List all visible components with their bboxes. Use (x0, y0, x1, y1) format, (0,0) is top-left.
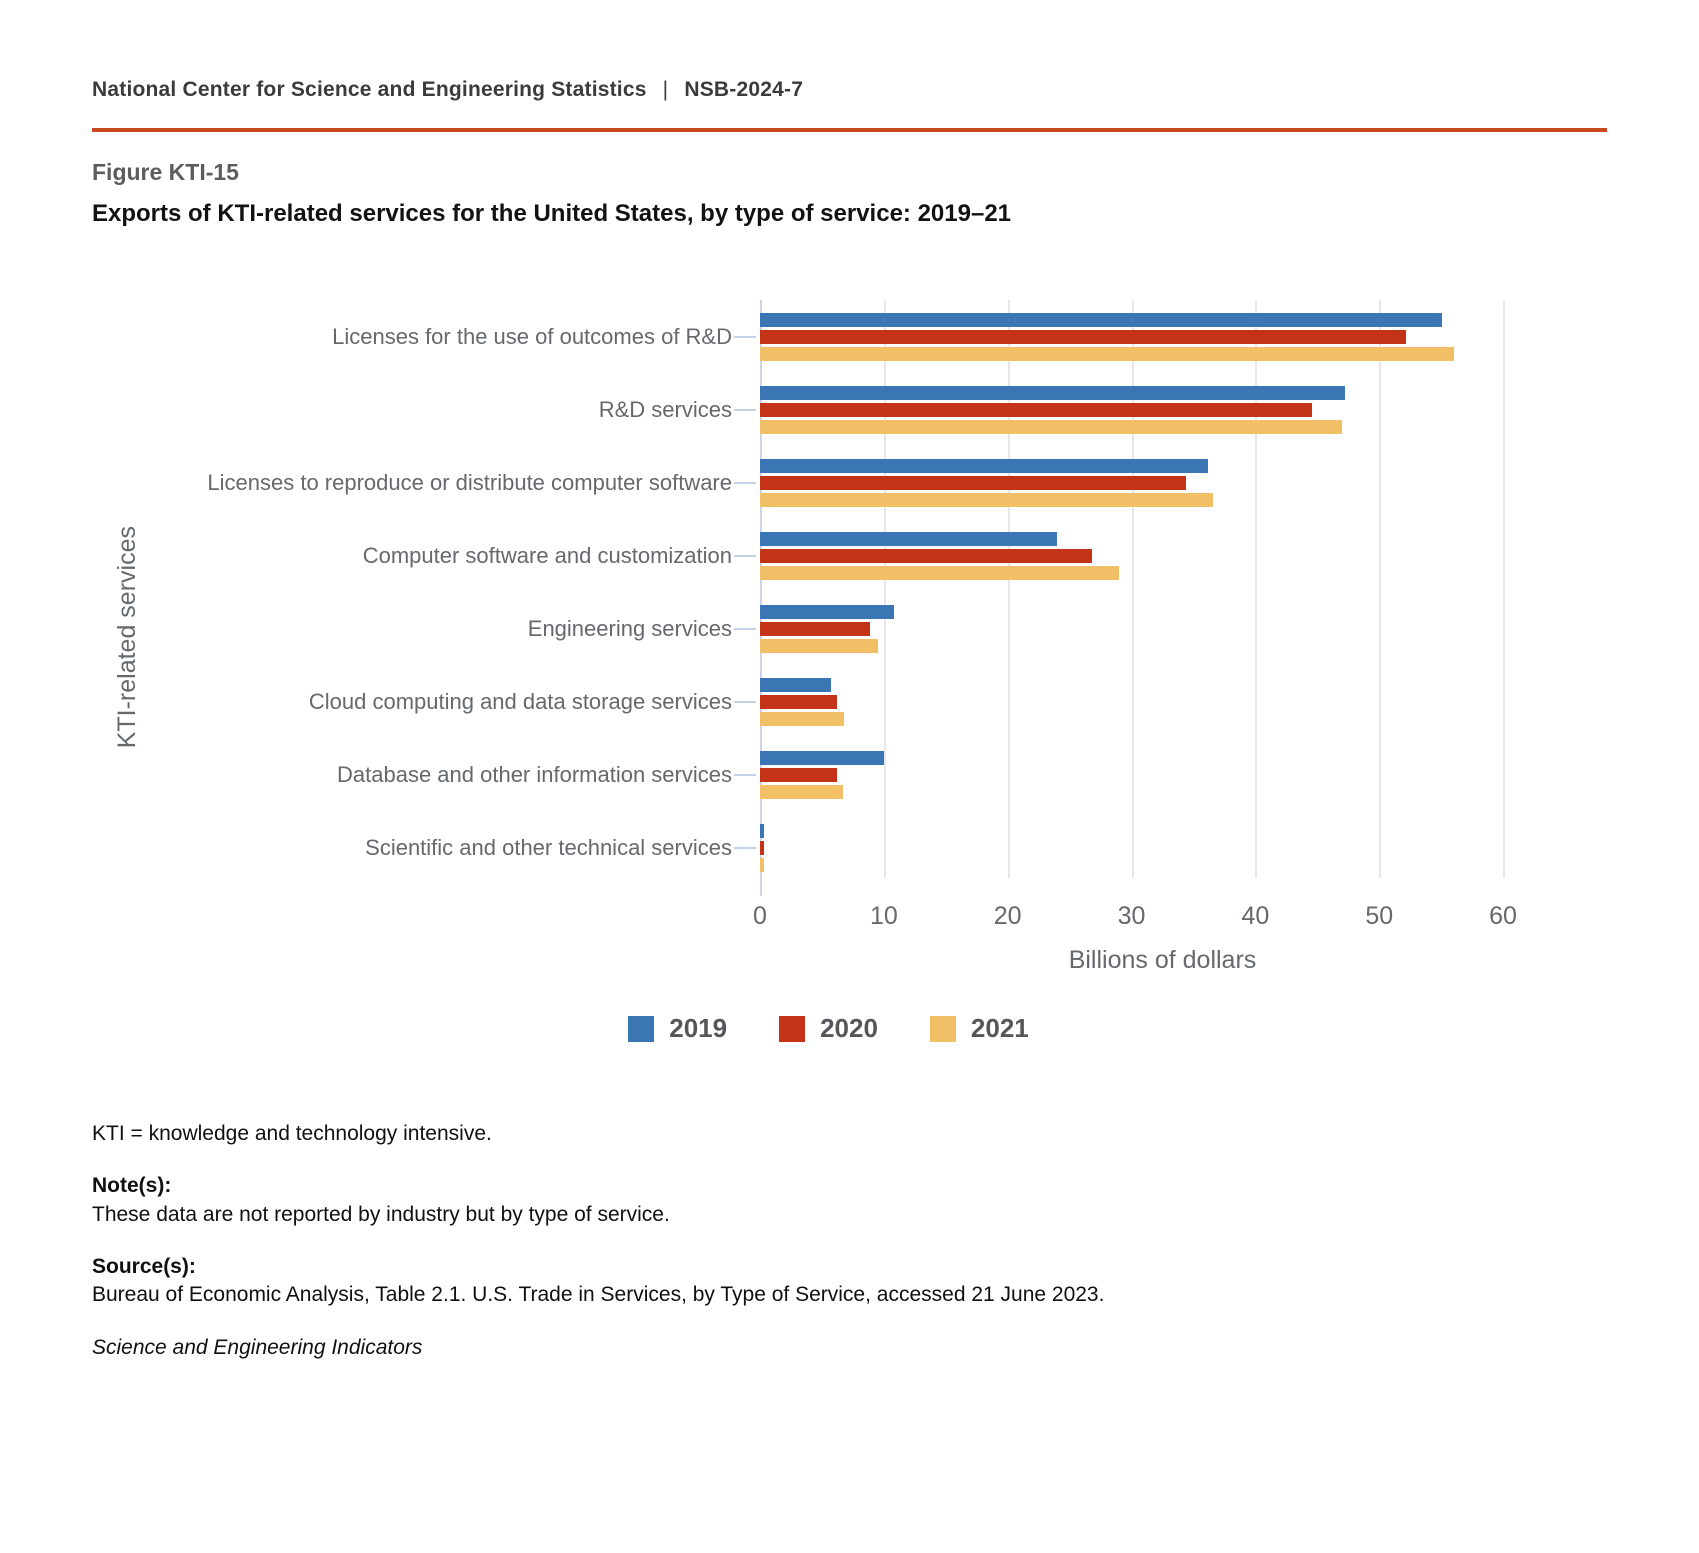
bar-2021 (760, 419, 1343, 434)
bar-2020 (760, 402, 1313, 417)
bar-2019 (760, 458, 1209, 473)
legend-item-2020: 2020 (779, 1013, 878, 1044)
report-number: NSB-2024-7 (684, 78, 804, 101)
legend-swatch-2020 (779, 1015, 806, 1042)
bar-2021 (760, 346, 1454, 361)
bar-2019 (760, 312, 1443, 327)
agency-name: National Center for Science and Engineer… (92, 78, 647, 101)
category-label: Scientific and other technical services (365, 834, 732, 860)
bar-2019 (760, 385, 1345, 400)
attribution: Science and Engineering Indicators (92, 1335, 423, 1359)
bar-2021 (760, 565, 1120, 580)
legend: 2019 2020 2021 (92, 1013, 1565, 1044)
category-labels: Licenses for the use of outcomes of R&D R… (162, 300, 732, 975)
x-tick-label-50: 50 (1365, 902, 1394, 930)
gridline-30 (1131, 300, 1134, 878)
bar-2020 (760, 840, 764, 855)
bar-group (734, 373, 1565, 446)
category-label: Engineering services (527, 615, 732, 641)
legend-item-2019: 2019 (628, 1013, 727, 1044)
category-tick-icon (734, 408, 756, 411)
legend-label: 2019 (669, 1013, 728, 1043)
bar-group (734, 300, 1565, 373)
bar-2020 (760, 694, 837, 709)
gridline-10 (883, 300, 886, 878)
figure-label: Figure KTI-15 (92, 159, 239, 185)
category-label: Computer software and customization (362, 542, 732, 568)
gridline-20 (1007, 300, 1010, 878)
x-tick-label-30: 30 (1117, 902, 1146, 930)
x-tick-label-60: 60 (1489, 902, 1517, 930)
x-tick-label-40: 40 (1241, 902, 1270, 930)
category-tick-icon (734, 773, 756, 776)
notes-heading: Note(s): (92, 1174, 172, 1198)
plot-area (734, 300, 1565, 896)
bar-2019 (760, 750, 884, 765)
gridline-50 (1379, 300, 1382, 878)
bar-group (734, 446, 1565, 519)
bar-group (734, 811, 1565, 884)
bar-2019 (760, 677, 831, 692)
accent-rule (92, 128, 1607, 132)
bar-2020 (760, 621, 871, 636)
category-tick-icon (734, 700, 756, 703)
x-tick-label-20: 20 (993, 902, 1022, 930)
bar-2021 (760, 492, 1214, 507)
sources-heading: Source(s): (92, 1255, 196, 1279)
legend-label: 2020 (820, 1013, 878, 1043)
chart-body: KTI-related services Licenses for the us… (92, 300, 1565, 975)
page: National Center for Science and Engineer… (0, 78, 1699, 1553)
legend-swatch-2019 (628, 1015, 655, 1042)
category-tick-icon (734, 481, 756, 484)
gridline-60 (1503, 300, 1506, 878)
bar-2020 (760, 767, 837, 782)
plot-column: 0 10 20 30 40 50 60 Billions of dollars (734, 300, 1565, 975)
category-tick-icon (734, 846, 756, 849)
header-separator: | (662, 78, 669, 101)
y-axis-title-column: KTI-related services (92, 300, 162, 975)
category-label: Licenses to reproduce or distribute comp… (207, 469, 732, 495)
legend-swatch-2021 (929, 1015, 956, 1042)
footnotes: KTI = knowledge and technology intensive… (92, 1120, 1607, 1362)
chart: KTI-related services Licenses for the us… (92, 300, 1565, 1044)
bar-2021 (760, 857, 764, 872)
bar-2019 (760, 604, 894, 619)
x-tick-label-10: 10 (869, 902, 898, 930)
legend-label: 2021 (970, 1013, 1029, 1043)
bar-2021 (760, 638, 878, 653)
bar-group (734, 519, 1565, 592)
figure-title: Exports of KTI-related services for the … (92, 200, 1012, 227)
category-label: Cloud computing and data storage service… (308, 688, 732, 714)
sources-text: Bureau of Economic Analysis, Table 2.1. … (92, 1283, 1105, 1307)
y-axis-title: KTI-related services (112, 526, 141, 749)
abbreviation-note: KTI = knowledge and technology intensive… (92, 1122, 492, 1145)
category-tick-icon (734, 335, 756, 338)
category-tick-icon (734, 627, 756, 630)
x-tick-label-0: 0 (753, 902, 767, 930)
bar-2020 (760, 329, 1407, 344)
legend-item-2021: 2021 (929, 1013, 1029, 1044)
bar-2021 (760, 784, 843, 799)
gridline-40 (1255, 300, 1258, 878)
notes-text: These data are not reported by industry … (92, 1202, 670, 1226)
bar-2020 (760, 475, 1187, 490)
category-label: R&D services (598, 396, 732, 422)
y-axis-line (760, 300, 762, 896)
bar-group (734, 592, 1565, 665)
bar-2019 (760, 823, 764, 838)
category-tick-icon (734, 554, 756, 557)
category-label: Licenses for the use of outcomes of R&D (332, 323, 732, 349)
category-label: Database and other information services (337, 761, 732, 787)
bar-2021 (760, 711, 845, 726)
x-axis-title: Billions of dollars (1068, 946, 1257, 974)
bar-group (734, 665, 1565, 738)
bar-2019 (760, 531, 1058, 546)
bar-2020 (760, 548, 1092, 563)
bar-group (734, 738, 1565, 811)
document-header: National Center for Science and Engineer… (92, 78, 1607, 102)
x-axis-ticks: 0 10 20 30 40 50 60 (753, 884, 1565, 932)
